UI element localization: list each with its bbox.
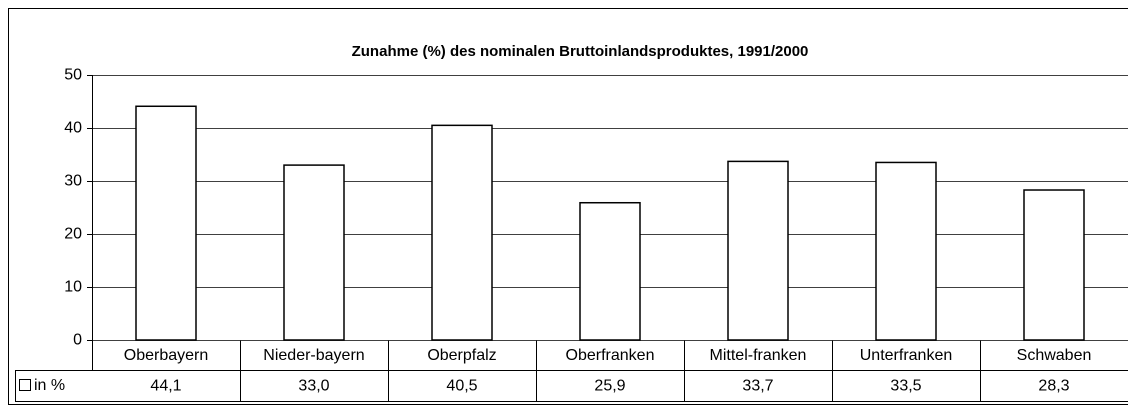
y-tick-label: 50 (64, 67, 82, 84)
y-tick-label: 10 (64, 279, 82, 296)
chart-title: Zunahme (%) des nominalen Bruttoinlandsp… (352, 43, 809, 60)
data-label: 33,0 (298, 378, 329, 395)
y-tick-label: 0 (73, 332, 82, 349)
legend-key (19, 379, 31, 391)
bar (875, 161, 937, 341)
bar (579, 201, 641, 341)
data-label: 44,1 (150, 378, 181, 395)
x-tick-label: Schwaben (1017, 347, 1092, 364)
y-tick-label: 30 (64, 173, 82, 190)
y-tick-label: 20 (64, 226, 82, 243)
data-label: 25,9 (594, 378, 625, 395)
bar (135, 105, 197, 341)
legend-label: in % (34, 377, 65, 394)
y-tick-label: 40 (64, 120, 82, 137)
bar (431, 124, 493, 341)
bar (283, 164, 345, 341)
data-label: 33,5 (890, 378, 921, 395)
bar (1023, 189, 1085, 341)
x-tick-label: Unterfranken (860, 347, 953, 364)
x-tick-label: Mittel-franken (710, 347, 807, 364)
x-tick-label: Oberbayern (124, 347, 209, 364)
data-label: 33,7 (742, 378, 773, 395)
x-tick-label: Oberpfalz (427, 347, 496, 364)
x-tick-label: Oberfranken (566, 347, 655, 364)
x-tick-label: Nieder-bayern (263, 347, 364, 364)
data-label: 28,3 (1038, 378, 1069, 395)
bar (727, 160, 789, 341)
data-label: 40,5 (446, 378, 477, 395)
